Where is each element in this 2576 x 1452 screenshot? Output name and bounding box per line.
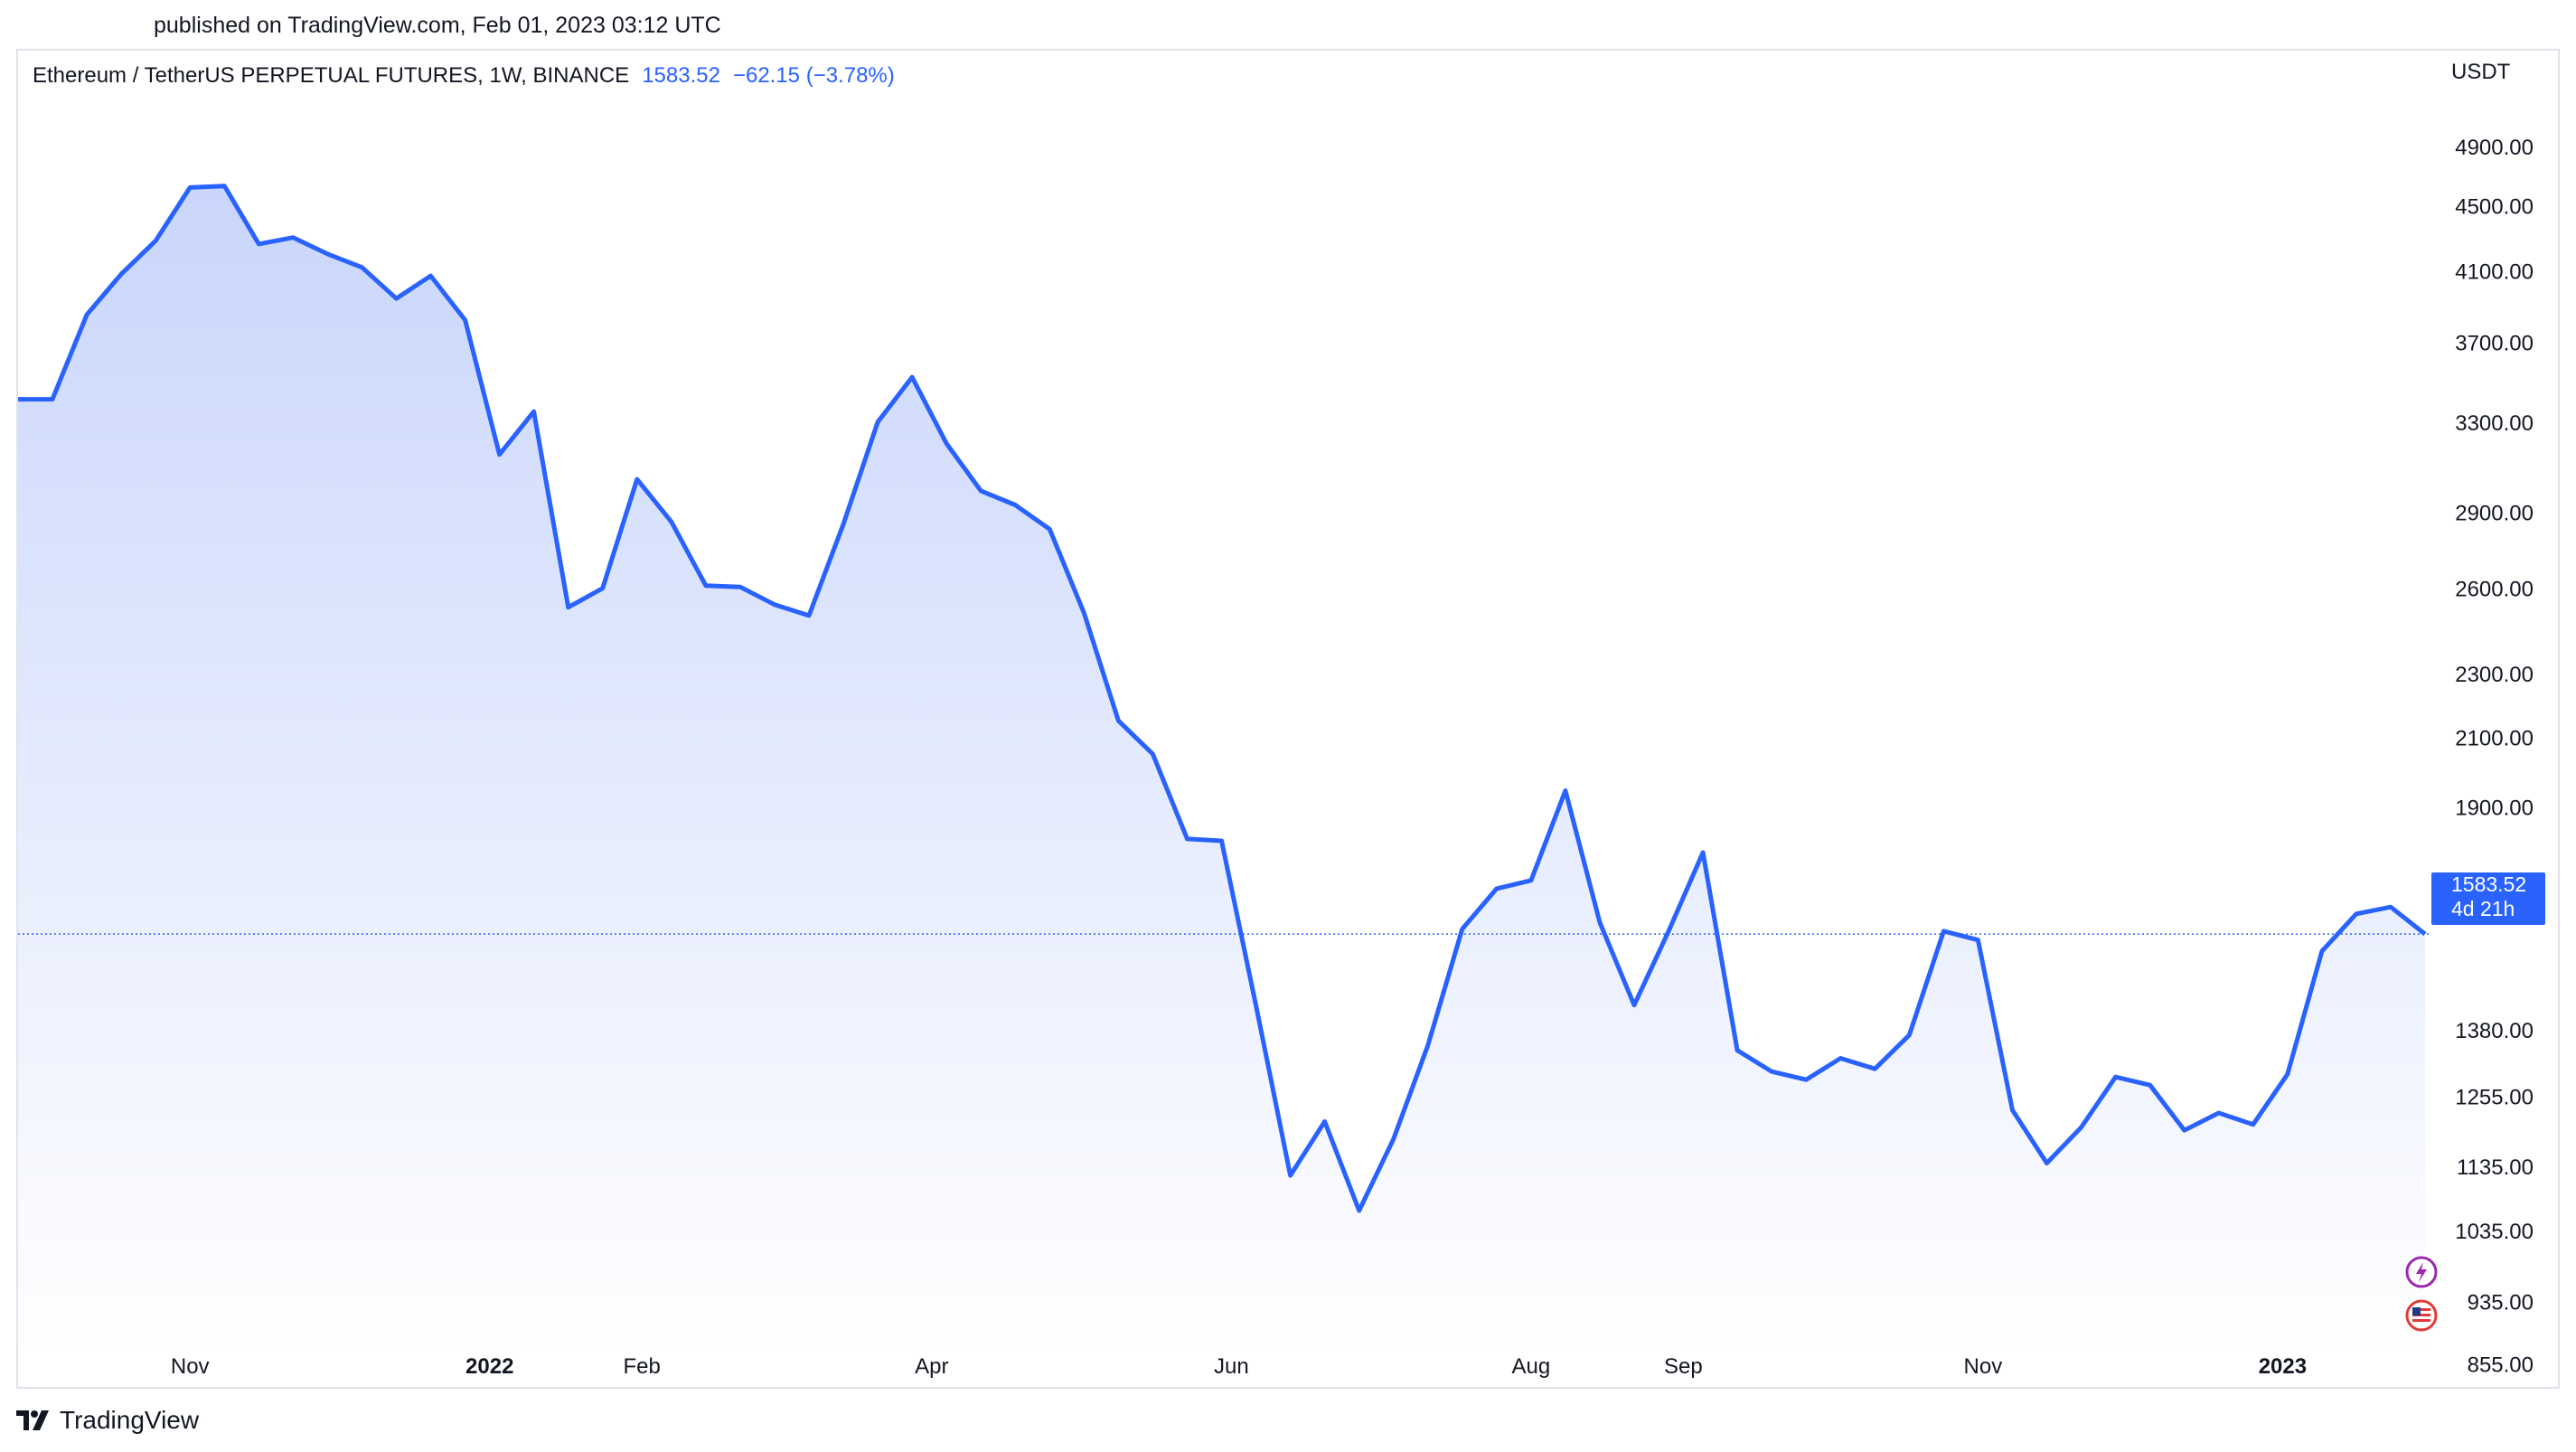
chart-frame	[16, 49, 2560, 1389]
x-tick-label: Jun	[1214, 1354, 1249, 1379]
y-tick-label: 2100.00	[2455, 726, 2534, 750]
y-tick-label: 1035.00	[2455, 1220, 2534, 1244]
y-tick-label: 3700.00	[2455, 332, 2534, 356]
us-flag-icon[interactable]	[2404, 1298, 2439, 1333]
tradingview-brand[interactable]: TradingView	[16, 1406, 199, 1435]
y-tick-label: 4900.00	[2455, 136, 2534, 160]
y-tick-label: 2300.00	[2455, 663, 2534, 687]
y-tick-label: 2600.00	[2455, 578, 2534, 602]
y-tick-label: 855.00	[2468, 1353, 2534, 1377]
y-tick-label: 4500.00	[2455, 195, 2534, 220]
y-tick-label: 1380.00	[2455, 1019, 2534, 1043]
x-tick-label: 2022	[465, 1354, 513, 1379]
y-tick-label: 1135.00	[2457, 1155, 2534, 1180]
x-tick-label: Sep	[1664, 1354, 1703, 1379]
last-price: 1583.52	[642, 63, 720, 88]
y-tick-label: 3300.00	[2455, 411, 2534, 436]
price-line[interactable]	[18, 184, 2427, 1213]
x-tick-label: Nov	[1964, 1354, 2003, 1379]
lightning-icon[interactable]	[2404, 1255, 2439, 1289]
y-tick-label: 1900.00	[2455, 797, 2534, 821]
symbol-legend: Ethereum / TetherUS PERPETUAL FUTURES, 1…	[33, 63, 895, 89]
x-tick-label: Aug	[1512, 1354, 1551, 1379]
published-note: published on TradingView.com, Feb 01, 20…	[154, 13, 721, 38]
price-unit-label: USDT	[2451, 60, 2511, 84]
y-tick-label: 2900.00	[2455, 501, 2534, 525]
x-tick-label: Nov	[171, 1354, 210, 1379]
bar-countdown: 4d 21h	[2451, 897, 2515, 920]
price-area-fill	[18, 185, 2425, 1357]
x-tick-label: Apr	[915, 1354, 948, 1379]
tradingview-logo-icon	[16, 1410, 49, 1430]
y-tick-label: 1255.00	[2455, 1085, 2534, 1109]
y-tick-label: 935.00	[2468, 1290, 2534, 1315]
current-price-tag: 1583.52 4d 21h	[2431, 872, 2545, 925]
current-price-value: 1583.52	[2451, 872, 2527, 896]
x-tick-label: 2023	[2259, 1354, 2307, 1379]
symbol-name[interactable]: Ethereum / TetherUS PERPETUAL FUTURES, 1…	[33, 63, 630, 88]
brand-name: TradingView	[60, 1406, 200, 1434]
price-change: −62.15 (−3.78%)	[732, 63, 895, 88]
y-tick-label: 4100.00	[2455, 259, 2534, 284]
x-tick-label: Feb	[624, 1354, 661, 1379]
